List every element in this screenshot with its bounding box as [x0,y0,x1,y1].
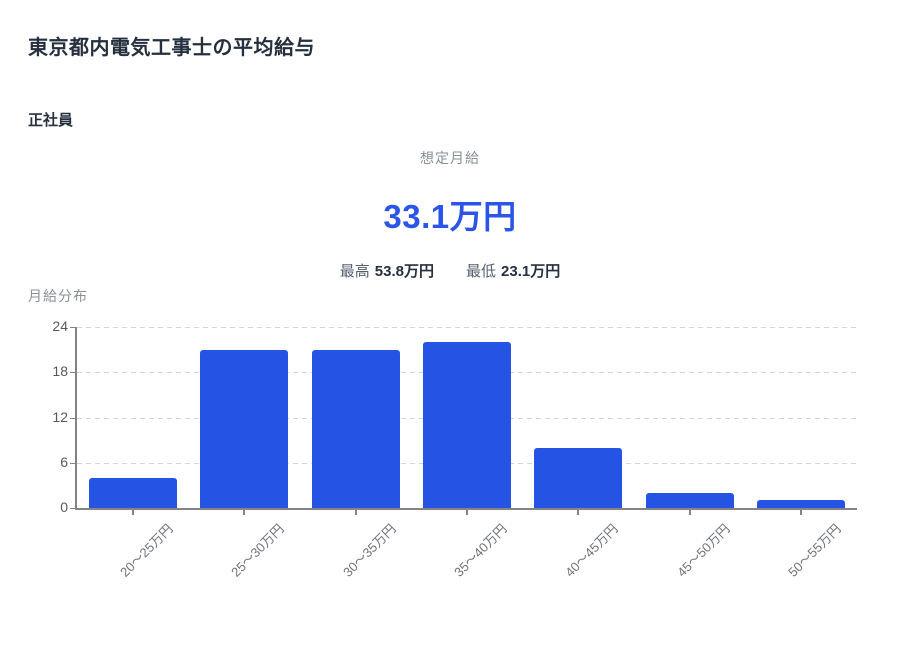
bar-20〜25万円 [88,477,177,508]
x-axis-tick-label: 30〜35万円 [339,521,399,580]
y-axis-tick [70,372,76,374]
x-axis-tick [800,510,803,515]
y-axis-tick [70,327,76,328]
x-axis-tick [243,510,246,515]
x-axis-tick-label: 25〜30万円 [228,521,287,580]
y-axis-tick-label: 6 [60,453,68,470]
expected-salary-label: 想定月給 [420,150,480,166]
y-axis [75,327,77,510]
expected-salary-value: 33.1万円 [383,198,517,235]
max-salary: 最高 53.8万円 [340,260,434,281]
chart-title: 月給分布 [28,288,88,304]
y-axis-tick-label: 12 [52,408,68,425]
x-axis-tick [466,510,468,515]
x-axis [77,508,857,510]
x-axis-tick [577,510,580,515]
max-salary-label: 最高 [339,263,370,280]
x-axis-tick-label: 45〜50万円 [673,521,733,580]
x-axis-tick [354,510,357,515]
employment-type-label: 正社員 [28,112,74,129]
bar-40〜45万円 [534,447,623,508]
x-axis-tick [131,510,134,515]
gridline [77,327,857,328]
x-axis-tick-label: 50〜55万円 [785,521,845,580]
min-salary: 最低 23.1万円 [466,260,560,281]
y-axis-tick [70,417,76,419]
page-title: 東京都内電気工事士の平均給与 [28,37,315,59]
min-salary-label: 最低 [466,263,497,280]
y-axis-tick-label: 24 [52,318,68,334]
salary-range: 最高 53.8万円 最低 23.1万円 [0,260,900,281]
salary-summary: 想定月給 33.1万円 最高 53.8万円 最低 23.1万円 [0,148,900,281]
bar-45〜50万円 [645,492,734,508]
max-salary-value: 53.8万円 [374,263,434,280]
y-axis-tick [70,508,76,509]
y-axis-tick-label: 18 [52,363,68,380]
y-axis-tick [70,462,76,464]
y-axis-tick-label: 0 [60,499,68,515]
bar-35〜40万円 [423,342,511,508]
x-axis-tick-label: 20〜25万円 [116,521,176,580]
bar-25〜30万円 [200,349,289,508]
min-salary-value: 23.1万円 [501,263,561,280]
x-axis-tick-label: 35〜40万円 [451,521,510,580]
x-axis-tick-label: 40〜45万円 [562,521,622,580]
x-axis-tick [688,510,691,515]
bar-30〜35万円 [311,349,400,508]
bar-50〜55万円 [757,500,846,508]
